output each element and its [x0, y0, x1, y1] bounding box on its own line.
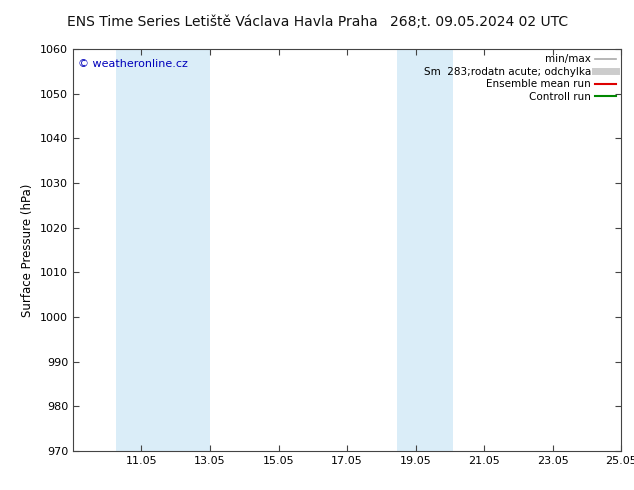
Bar — [397, 49, 453, 451]
Text: 268;t. 09.05.2024 02 UTC: 268;t. 09.05.2024 02 UTC — [390, 15, 567, 29]
Bar — [116, 49, 210, 451]
Y-axis label: Surface Pressure (hPa): Surface Pressure (hPa) — [22, 183, 34, 317]
Text: ENS Time Series Letiště Václava Havla Praha: ENS Time Series Letiště Václava Havla Pr… — [67, 15, 377, 29]
Legend: min/max, Sm  283;rodatn acute; odchylka, Ensemble mean run, Controll run: min/max, Sm 283;rodatn acute; odchylka, … — [423, 53, 617, 103]
Text: © weatheronline.cz: © weatheronline.cz — [79, 59, 188, 69]
